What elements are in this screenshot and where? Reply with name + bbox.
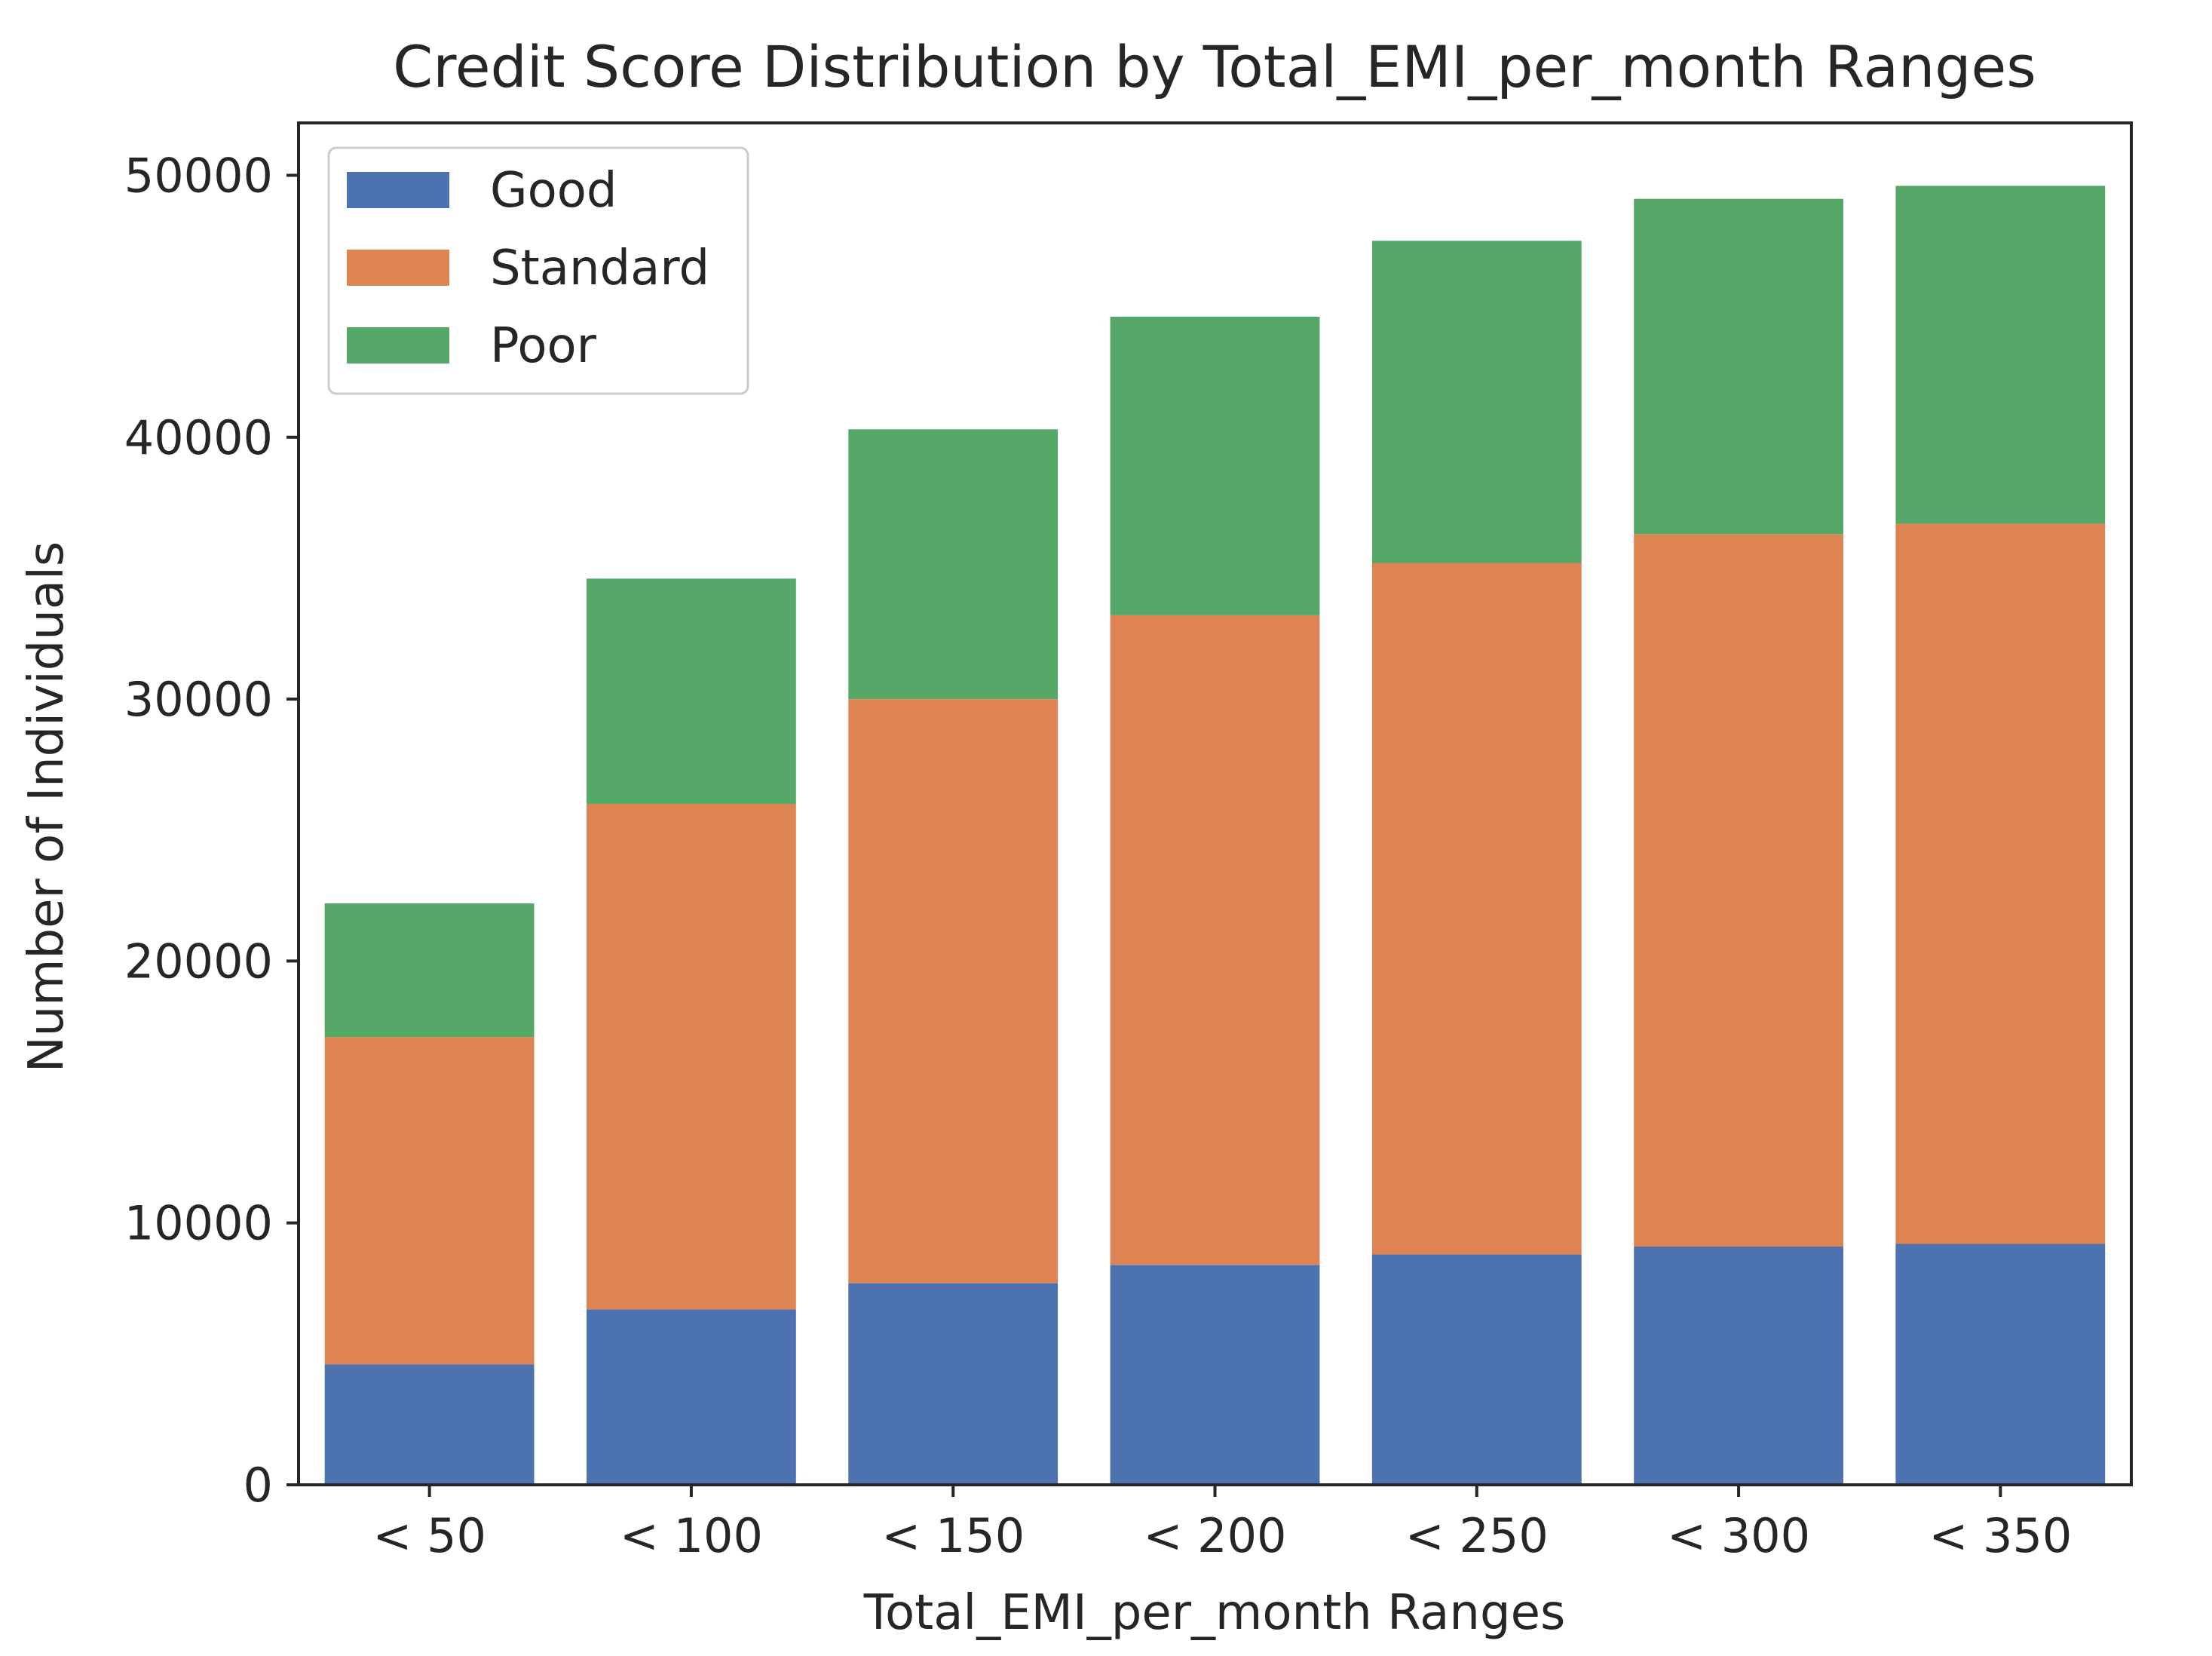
x-tick-label: < 250 [1405, 1508, 1549, 1563]
y-tick-label: 20000 [124, 934, 273, 989]
y-axis-title: Number of Individuals [19, 541, 75, 1073]
bar-standard-2 [587, 804, 796, 1310]
axes-layer: 0 10000 20000 30000 40000 50000 < 50 < 100 < 150… [124, 121, 2133, 1563]
y-tick-label: 40000 [124, 410, 273, 465]
bar-good-4 [1110, 1265, 1320, 1485]
bar-poor-2 [587, 578, 796, 804]
bar-standard-6 [1634, 534, 1843, 1247]
bars-layer [324, 186, 2106, 1485]
bar-good-3 [848, 1283, 1059, 1485]
y-tick-label: 50000 [124, 148, 273, 203]
legend-swatch-good [347, 172, 449, 208]
legend-swatch-standard [347, 250, 449, 286]
x-tick-label: < 300 [1667, 1508, 1810, 1563]
legend-label-poor: Poor [490, 318, 597, 374]
x-tick-label: < 200 [1144, 1508, 1287, 1563]
x-tick-label: < 50 [372, 1508, 486, 1563]
chart-title: Credit Score Distribution by Total_EMI_p… [393, 33, 2036, 100]
bar-good-7 [1895, 1244, 2106, 1485]
y-tick-label: 30000 [124, 672, 273, 727]
x-tick-label: < 100 [620, 1508, 763, 1563]
bar-good-2 [587, 1309, 796, 1485]
legend: Good Standard Poor [327, 146, 749, 395]
bar-standard-4 [1110, 615, 1320, 1265]
bar-poor-6 [1634, 198, 1843, 535]
legend-swatch-poor [347, 327, 449, 363]
bar-standard-1 [324, 1037, 535, 1365]
x-tick-label: < 350 [1929, 1508, 2072, 1563]
x-axis-title: Total_EMI_per_month Ranges [863, 1585, 1566, 1641]
bar-good-5 [1371, 1254, 1582, 1485]
x-tick-label: < 150 [881, 1508, 1025, 1563]
bar-standard-5 [1371, 563, 1582, 1255]
bar-poor-4 [1110, 317, 1320, 615]
legend-label-standard: Standard [490, 241, 709, 296]
bar-poor-1 [324, 903, 535, 1038]
bar-poor-7 [1895, 186, 2106, 524]
bar-poor-3 [848, 429, 1059, 699]
bar-good-1 [324, 1364, 535, 1485]
y-tick-label: 10000 [124, 1196, 273, 1251]
bar-good-6 [1634, 1247, 1843, 1485]
bar-standard-7 [1895, 523, 2106, 1244]
bar-standard-3 [848, 699, 1059, 1283]
bar-poor-5 [1371, 241, 1582, 563]
legend-label-good: Good [490, 163, 617, 219]
y-tick-label: 0 [244, 1458, 273, 1513]
